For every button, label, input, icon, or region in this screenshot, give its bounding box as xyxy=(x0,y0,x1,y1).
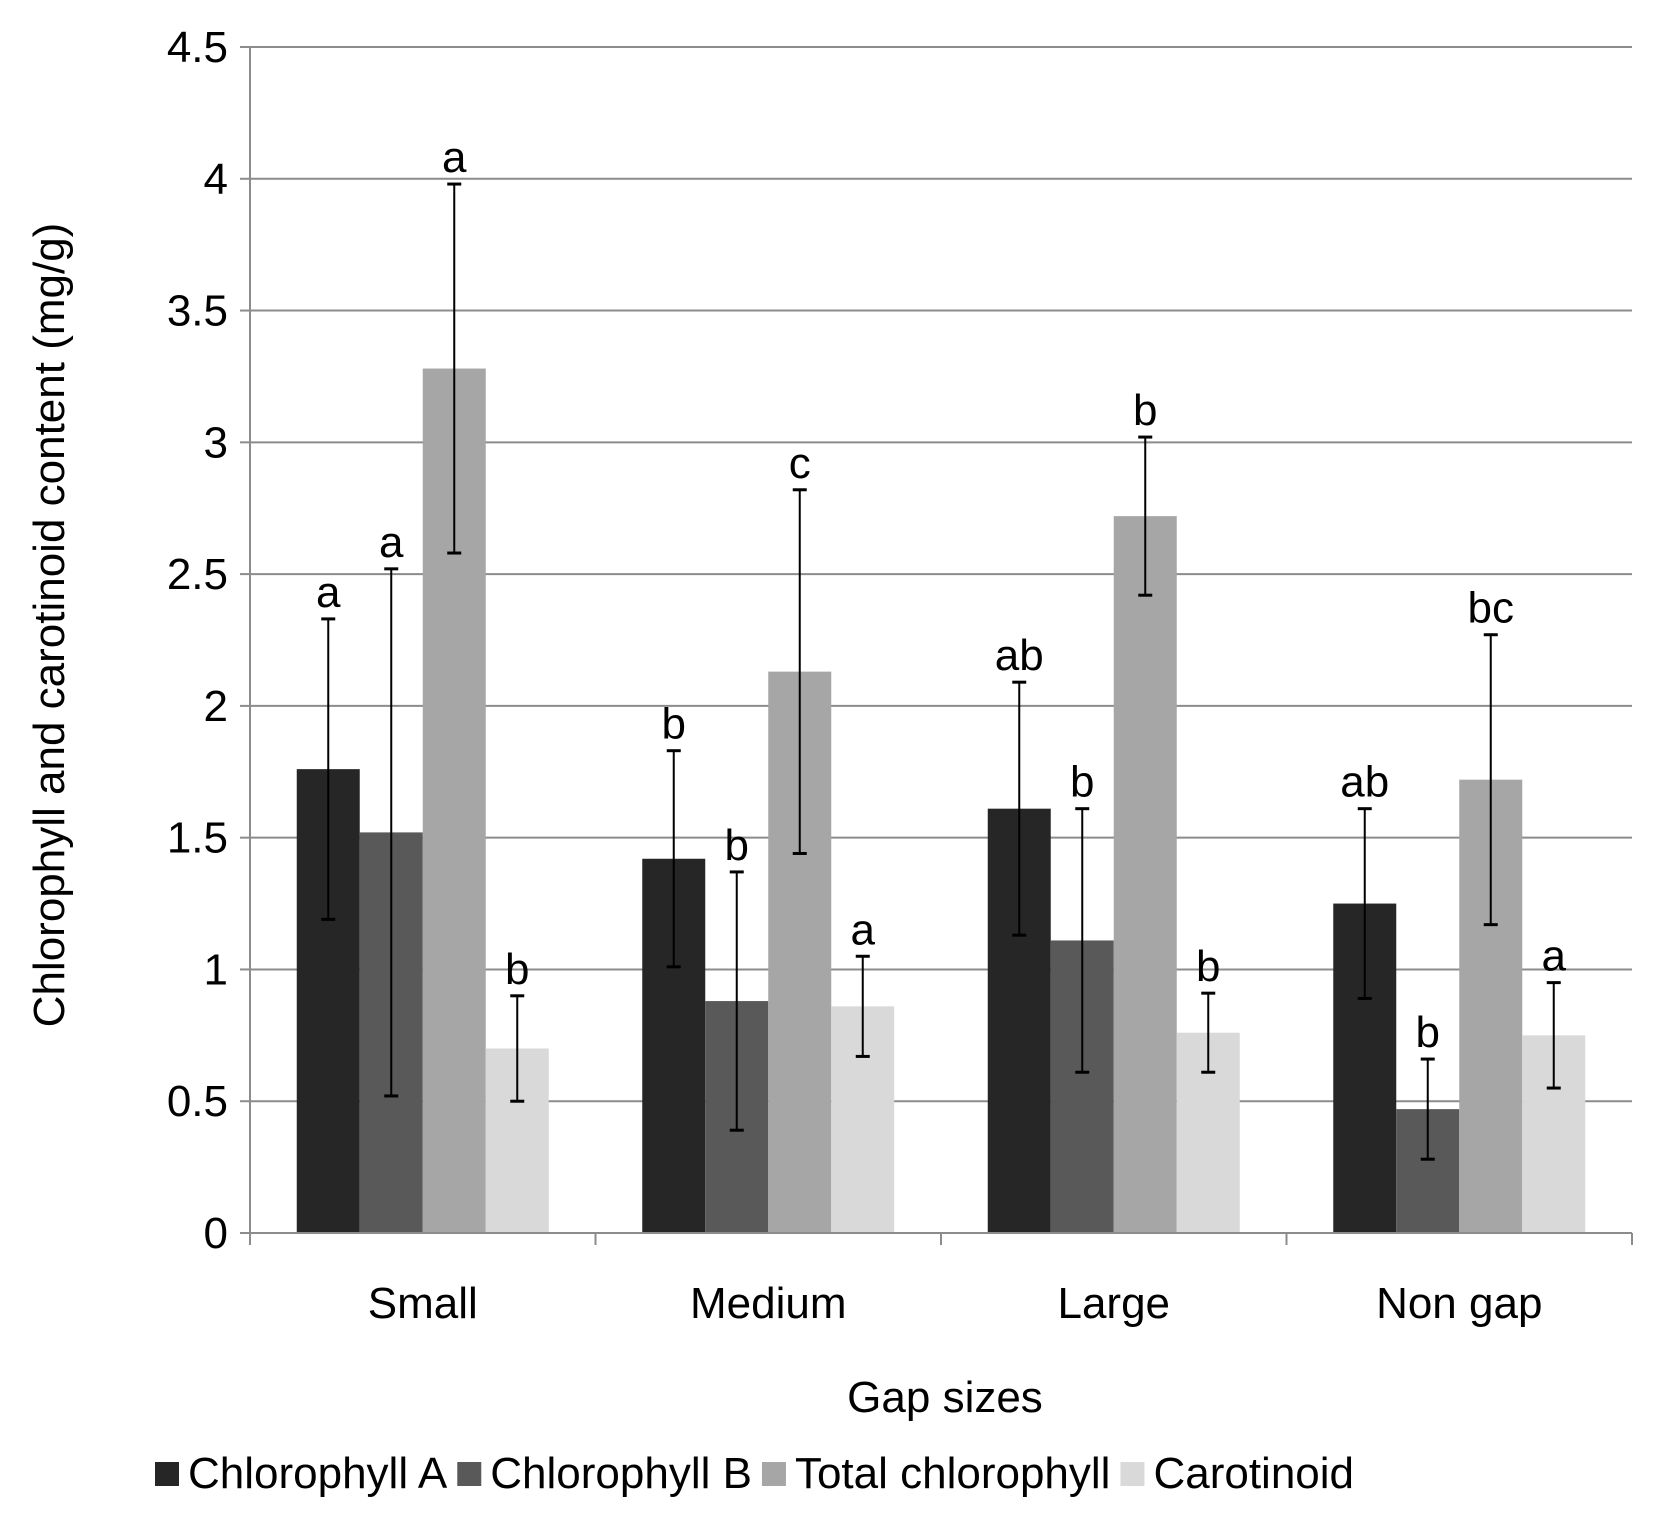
significance-label: a xyxy=(851,905,876,954)
significance-label: ab xyxy=(1340,758,1389,807)
x-tick-labels: Small Medium Large Non gap xyxy=(368,1279,1543,1328)
x-axis-title: Gap sizes xyxy=(847,1373,1043,1422)
significance-label: b xyxy=(725,821,749,870)
significance-label: a xyxy=(316,568,341,617)
x-tick-label: Small xyxy=(368,1279,478,1328)
significance-label: b xyxy=(1133,386,1157,435)
legend-label: Total chlorophyll xyxy=(795,1449,1111,1498)
x-tick-label: Large xyxy=(1057,1279,1170,1328)
significance-label: b xyxy=(1070,758,1094,807)
y-tick-label: 2 xyxy=(204,682,228,731)
legend-swatch xyxy=(1120,1462,1145,1486)
y-tick-label: 1 xyxy=(204,945,228,994)
significance-label: a xyxy=(1542,932,1567,981)
error-bars xyxy=(321,182,1561,1161)
bar xyxy=(1113,516,1177,1233)
x-tick-label: Medium xyxy=(690,1279,847,1328)
y-tick-labels: 0 0.5 1 1.5 2 2.5 3 3.5 4 4.5 xyxy=(167,23,228,1258)
legend-swatch xyxy=(761,1462,786,1486)
legend-swatch xyxy=(457,1462,482,1486)
significance-label: b xyxy=(1196,942,1220,991)
legend-label: Carotinoid xyxy=(1153,1449,1354,1498)
y-tick-label: 3 xyxy=(204,418,228,467)
x-tick-label: Non gap xyxy=(1376,1279,1542,1328)
y-tick-label: 1.5 xyxy=(167,814,228,863)
legend-swatch xyxy=(155,1462,179,1486)
significance-label: a xyxy=(379,518,404,567)
bars xyxy=(296,368,1586,1233)
y-tick-label: 2.5 xyxy=(167,550,228,599)
significance-label: b xyxy=(1416,1008,1440,1057)
legend: Chlorophyll A Chlorophyll B Total chloroph… xyxy=(155,1449,1354,1498)
y-tick-label: 0.5 xyxy=(167,1077,228,1126)
significance-label: bc xyxy=(1468,584,1514,633)
significance-label: c xyxy=(789,439,811,488)
significance-label: a xyxy=(442,133,467,182)
y-tick-label: 4 xyxy=(204,155,228,204)
axes xyxy=(240,46,1633,1245)
significance-label: ab xyxy=(995,631,1044,680)
significance-label: b xyxy=(505,945,529,994)
y-tick-label: 3.5 xyxy=(167,287,228,336)
y-tick-label: 0 xyxy=(204,1209,228,1258)
y-axis-title: Chlorophyll and carotinoid content (mg/g… xyxy=(25,223,74,1028)
legend-label: Chlorophyll B xyxy=(490,1449,752,1498)
y-tick-label: 4.5 xyxy=(167,23,228,72)
legend-label: Chlorophyll A xyxy=(188,1449,448,1498)
significance-label: b xyxy=(662,700,686,749)
